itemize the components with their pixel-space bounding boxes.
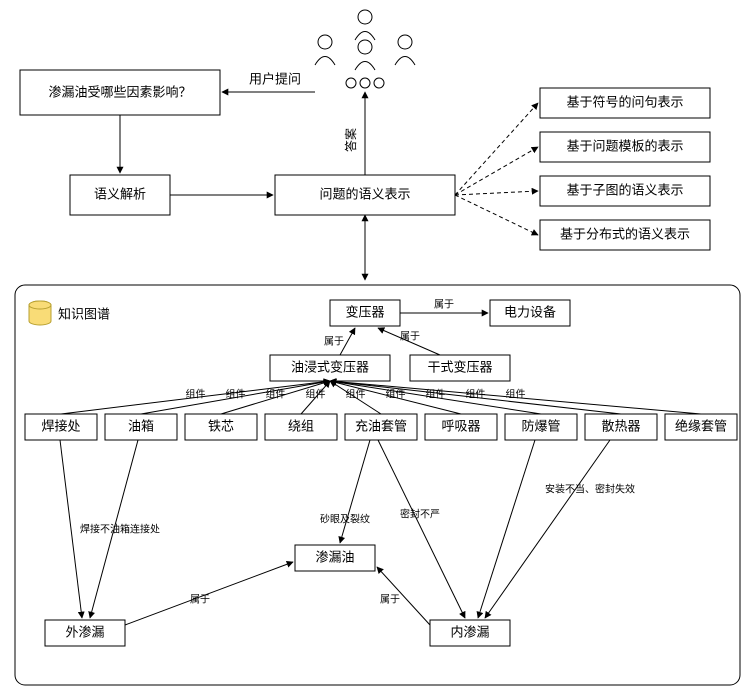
edge-repr-method-2 <box>455 191 538 195</box>
semantic-parse-text: 语义解析 <box>94 186 146 201</box>
edge-explosion-inner <box>478 440 535 618</box>
label-comp-edge-2: 组件 <box>266 388 286 401</box>
label-outer-leak: 外渗漏 <box>65 624 104 639</box>
label-dry-type: 干式变压器 <box>427 359 492 374</box>
edge-repr-method-0 <box>455 103 538 195</box>
user-icons <box>315 10 415 88</box>
label-oil-immersed: 油浸式变压器 <box>291 359 369 374</box>
edge-bushing-leak <box>340 440 370 543</box>
label-power-equipment: 电力设备 <box>504 304 556 319</box>
repr-method-text-3: 基于分布式的语义表示 <box>560 226 690 241</box>
label-component-5: 呼吸器 <box>441 418 480 433</box>
edge-repr-method-3 <box>455 195 538 235</box>
question-text: 渗漏油受哪些因素影响？ <box>48 84 191 99</box>
label-component-3: 绕组 <box>288 418 314 433</box>
label-install-bad: 安装不当、密封失效 <box>545 483 635 496</box>
edge-repr-method-1 <box>455 147 538 195</box>
repr-method-text-1: 基于问题模板的表示 <box>566 138 683 153</box>
answer-label: 答案 <box>343 128 358 152</box>
label-leak-oil: 渗漏油 <box>315 549 354 564</box>
label-component-4: 充油套管 <box>355 418 407 433</box>
label-outer-belong: 属于 <box>190 594 210 606</box>
edge-outer-leak-oil <box>125 562 293 625</box>
label-comp-edge-8: 组件 <box>506 388 526 401</box>
label-component-8: 绝缘套管 <box>675 418 727 433</box>
repr-method-text-0: 基于符号的问句表示 <box>566 94 683 109</box>
label-t-pe: 属于 <box>434 299 454 311</box>
label-component-0: 焊接处 <box>41 418 80 433</box>
label-transformer: 变压器 <box>345 304 384 319</box>
edge-radiator-inner <box>485 440 610 618</box>
label-seal-bad: 密封不严 <box>400 508 440 521</box>
label-component-1: 油箱 <box>128 418 154 433</box>
label-component-2: 铁芯 <box>208 418 234 433</box>
label-comp-edge-0: 组件 <box>186 388 206 401</box>
repr-method-text-2: 基于子图的语义表示 <box>566 182 683 197</box>
label-comp-edge-3: 组件 <box>306 388 326 401</box>
label-inner-leak: 内渗漏 <box>450 624 489 639</box>
kg-title: 知识图谱 <box>58 306 110 321</box>
label-component-7: 散热器 <box>601 418 640 433</box>
semantic-repr-text: 问题的语义表示 <box>319 186 410 201</box>
label-component-6: 防爆管 <box>521 418 560 433</box>
label-weld-joint: 焊接不油箱连接处 <box>80 523 160 536</box>
edge-weld-outer <box>60 440 82 618</box>
user-ask-label: 用户提问 <box>249 71 301 86</box>
label-comp-edge-1: 组件 <box>226 388 246 401</box>
label-inner-belong: 属于 <box>380 594 400 606</box>
database-icon <box>29 301 51 325</box>
label-oi-t: 属于 <box>324 336 344 348</box>
label-dt-t: 属于 <box>400 331 420 343</box>
label-sand-crack: 砂眼及裂纹 <box>320 513 370 526</box>
edge-bushing-inner <box>378 440 465 618</box>
